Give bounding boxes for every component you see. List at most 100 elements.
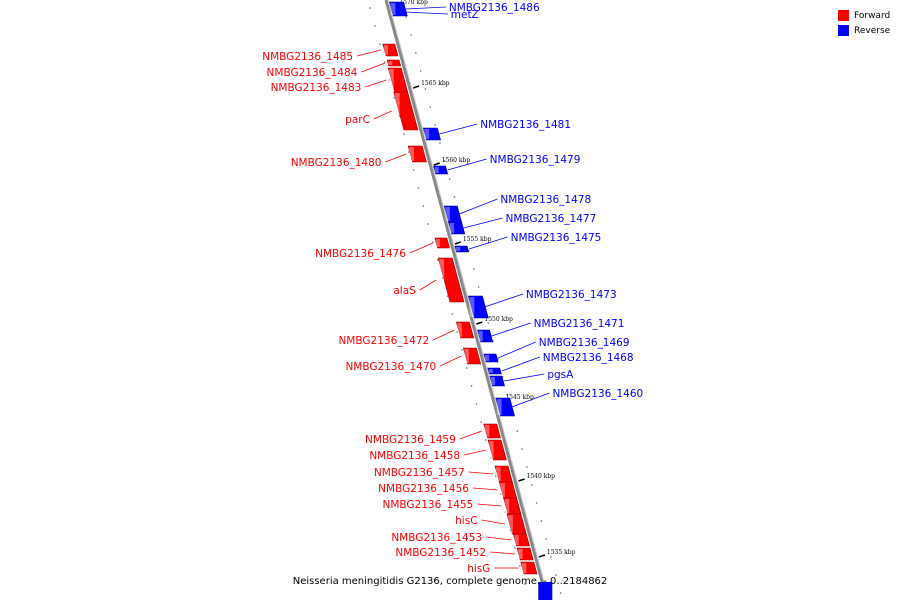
grid-dot [405,16,407,18]
gene-box [477,329,494,343]
grid-dot [530,484,533,486]
gene-box [407,145,427,163]
leader-line [491,322,531,337]
gene-shine [514,535,519,545]
gene-label: hisG [467,563,490,575]
gene-feature[interactable]: NMBG2136_1479 [433,154,581,175]
grid-dot [451,313,454,315]
tick-mark [412,85,420,89]
grid-dot [424,88,427,90]
grid-dot [519,565,521,567]
gene-box [512,533,530,547]
gene-box [389,1,408,17]
legend-reverse-label: Reverse [854,25,891,36]
grid-dot [383,61,386,63]
grid-dot [494,475,497,477]
gene-shine [488,369,493,373]
gene-box [468,295,489,319]
leader-line [511,392,550,408]
gene-feature[interactable]: NMBG2136_1458 [369,439,507,462]
gene-shine [409,147,415,161]
gene-feature[interactable]: hisC [455,513,527,535]
gene-label: NMBG2136_1460 [552,388,643,400]
gene-feature[interactable]: NMBG2136_1478 [443,194,591,223]
grid-dot [412,169,415,171]
gene-shine [521,563,527,573]
gene-feature[interactable]: NMBG2136_1459 [365,423,501,446]
grid-dot [453,196,456,198]
legend-forward: Forward [838,8,890,23]
leader-line [486,536,512,541]
gene-box [487,367,502,375]
legend-forward-label: Forward [854,10,891,21]
gene-feature[interactable]: NMBG2136_1471 [477,318,625,343]
grid-dot [429,106,432,108]
legend-reverse: Reverse [838,23,890,38]
grid-dot [540,520,543,522]
gene-feature[interactable]: NMBG2136_1485 [262,43,399,63]
leader-line [463,217,503,229]
grid-dot [410,34,412,36]
gene-box [520,561,538,575]
gene-shine [449,223,455,233]
gene-feature[interactable]: NMBG2136_1470 [345,347,482,373]
gene-feature[interactable]: hisG [467,561,538,575]
gene-feature[interactable]: NMBG2136_1460 [495,388,643,417]
gene-feature[interactable]: NMBG2136_1468 [487,352,634,375]
gene-feature[interactable]: parC [345,91,419,131]
gene-box [434,237,450,249]
gene-label: NMBG2136_1473 [526,289,617,301]
gene-feature[interactable]: NMBG2136_1469 [483,337,630,363]
gene-shine [464,349,469,363]
gene-feature[interactable]: NMBG2136_1481 [422,119,571,141]
gene-feature[interactable]: NMBG2136_1456 [378,481,518,499]
gene-box [483,423,501,439]
gene-label: NMBG2136_1452 [395,547,486,559]
gene-label: NMBG2136_1481 [480,119,571,131]
gene-feature[interactable]: NMBG2136_1453 [391,532,530,547]
gene-feature[interactable]: NMBG2136_1475 [454,232,601,253]
gene-label: NMBG2136_1455 [382,499,473,511]
grid-dot [393,97,396,99]
gene-label: NMBG2136_1458 [369,450,460,462]
gene-feature[interactable]: NMBG2136_1452 [395,547,534,561]
gene-feature[interactable]: NMBG2136_1472 [338,321,475,347]
grid-dot [398,115,400,117]
gene-feature[interactable]: NMBG2136_1483 [271,67,409,94]
grid-dot [555,574,557,576]
grid-dot [470,385,473,387]
leader-line [464,449,487,456]
gene-feature[interactable]: pgsA [489,369,574,387]
gene-feature[interactable]: NMBG2136_1486 [389,1,540,17]
grid-dot [407,151,410,153]
gene-feature[interactable]: NMBG2136_1484 [267,59,402,79]
gene-label: NMBG2136_1470 [345,361,436,373]
gene-box [437,257,465,303]
gene-feature[interactable]: NMBG2136_1473 [468,289,617,319]
gene-shine [484,355,490,361]
leader-line [409,242,434,254]
grid-dot [422,205,425,207]
gene-label: NMBG2136_1457 [374,467,465,479]
grid-dot [509,529,512,531]
grid-dot [439,142,441,144]
gene-label: NMBG2136_1459 [365,434,456,446]
leader-line [497,341,536,359]
gene-feature[interactable]: NMBG2136_1477 [448,213,597,235]
genome-caption: Neisseria meningitidis G2136, complete g… [292,576,608,587]
gene-feature[interactable]: NMBG2136_1455 [382,497,522,515]
gene-feature[interactable]: NMBG2136_1457 [374,465,513,483]
gene-label: alaS [393,285,416,297]
leader-line [501,356,540,372]
gene-feature[interactable]: alaS [393,257,465,303]
gene-shine [439,259,445,301]
gene-shine [518,549,523,559]
gene-shine [500,483,505,497]
gene-feature[interactable]: NMBG2136_1476 [315,237,450,260]
gene-shine [504,499,510,513]
leader-line [459,430,482,440]
gene-feature[interactable]: NMBG2136_1480 [291,145,427,169]
leader-line [433,329,455,341]
gene-shine [390,3,396,15]
